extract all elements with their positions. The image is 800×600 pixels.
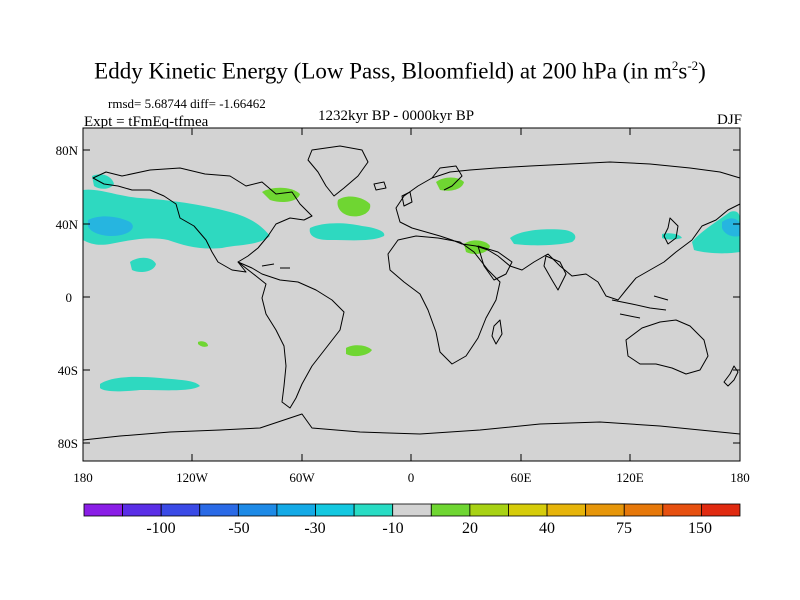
stats-label: rmsd= 5.68744 diff= -1.66462	[108, 96, 266, 111]
y-tick-40n: 40N	[56, 217, 79, 232]
colorbar-label-5: 20	[462, 520, 478, 537]
anomaly-patch-north-pacific	[83, 189, 270, 249]
colorbar-label-7: 75	[616, 520, 632, 537]
x-tick-180w: 180	[73, 470, 93, 485]
anomaly-patch-hudson	[262, 187, 300, 202]
map-background	[83, 128, 740, 461]
colorbar-label-8: 150	[688, 520, 712, 537]
colorbar-swatch	[315, 503, 355, 517]
coast-india	[543, 255, 567, 291]
period-label: 1232kyr BP - 0000kyr BP	[318, 108, 475, 124]
colorbar-label-6: 40	[539, 520, 555, 537]
colorbar-label-1: -100	[146, 520, 176, 537]
colorbar-swatch	[353, 503, 394, 517]
y-axis-ticks	[83, 149, 740, 444]
coast-japan	[663, 217, 679, 245]
season-label: DJF	[716, 112, 742, 128]
y-tick-40s: 40S	[58, 363, 78, 378]
x-tick-120e: 120E	[616, 470, 644, 485]
anomaly-patch-alaska	[92, 174, 114, 189]
colorbar-swatch	[508, 503, 548, 517]
x-tick-60e: 60E	[511, 470, 532, 485]
colorbar-swatch	[585, 503, 625, 517]
y-tick-0: 0	[66, 290, 73, 305]
coast-north-america	[92, 167, 313, 273]
coast-africa	[387, 235, 501, 365]
colorbar-swatch	[469, 503, 509, 517]
coast-arabia	[477, 245, 513, 281]
coast-greenland	[307, 145, 369, 197]
colorbar-label-4: -10	[382, 520, 404, 537]
coast-antarctica	[82, 413, 741, 441]
colorbar-swatch	[199, 503, 239, 517]
colorbar-swatch	[122, 503, 162, 517]
colorbar-swatch	[276, 503, 316, 517]
colorbar-label-3: -30	[304, 520, 326, 537]
coast-madagascar	[491, 319, 503, 345]
colorbar-swatch	[430, 503, 471, 517]
anomaly-patch-asia	[510, 229, 576, 246]
anomaly-patch-south-pacific	[100, 376, 200, 392]
anomaly-patch-north-atlantic	[337, 196, 371, 217]
x-tick-0: 0	[408, 470, 415, 485]
colorbar-swatch	[392, 503, 432, 517]
anomaly-patch-atlantic	[309, 223, 385, 241]
coast-new-zealand	[723, 365, 739, 387]
colorbar-swatch	[701, 503, 741, 517]
coast-scandinavia	[431, 165, 463, 191]
x-tick-60w: 60W	[289, 470, 315, 485]
colorbar-swatch	[662, 503, 702, 517]
colorbar-swatch	[83, 503, 123, 517]
anomaly-fills	[83, 174, 740, 392]
anomaly-patch-north-pacific-core	[88, 216, 133, 236]
colorbar	[83, 503, 741, 517]
x-tick-180e: 180	[730, 470, 750, 485]
anomaly-patch-south-atlantic	[346, 345, 372, 357]
experiment-label: Expt = tFmEq-tfmea	[84, 114, 209, 130]
coastlines	[82, 145, 741, 441]
colorbar-label-2: -50	[228, 520, 250, 537]
y-tick-80n: 80N	[56, 143, 79, 158]
plot-title: Eddy Kinetic Energy (Low Pass, Bloomfiel…	[94, 58, 706, 84]
anomaly-patch-south-pacific-small	[198, 341, 208, 347]
coast-indonesia	[611, 295, 669, 319]
coast-iceland	[373, 181, 387, 191]
y-tick-80s: 80S	[58, 436, 78, 451]
colorbar-swatch	[160, 503, 201, 517]
colorbar-swatch	[546, 503, 587, 517]
coast-australia	[625, 319, 709, 375]
anomaly-patch-east-pacific	[130, 257, 156, 272]
coast-south-america	[237, 261, 345, 409]
anomaly-patch-mideast	[464, 240, 490, 254]
colorbar-swatch	[623, 503, 664, 517]
colorbar-swatch	[237, 503, 278, 517]
anomaly-patch-west-pacific-core	[722, 218, 740, 237]
x-tick-120w: 120W	[176, 470, 209, 485]
x-axis-ticks	[82, 128, 741, 461]
coast-british-isles	[401, 191, 413, 207]
coast-caribbean	[261, 263, 290, 269]
